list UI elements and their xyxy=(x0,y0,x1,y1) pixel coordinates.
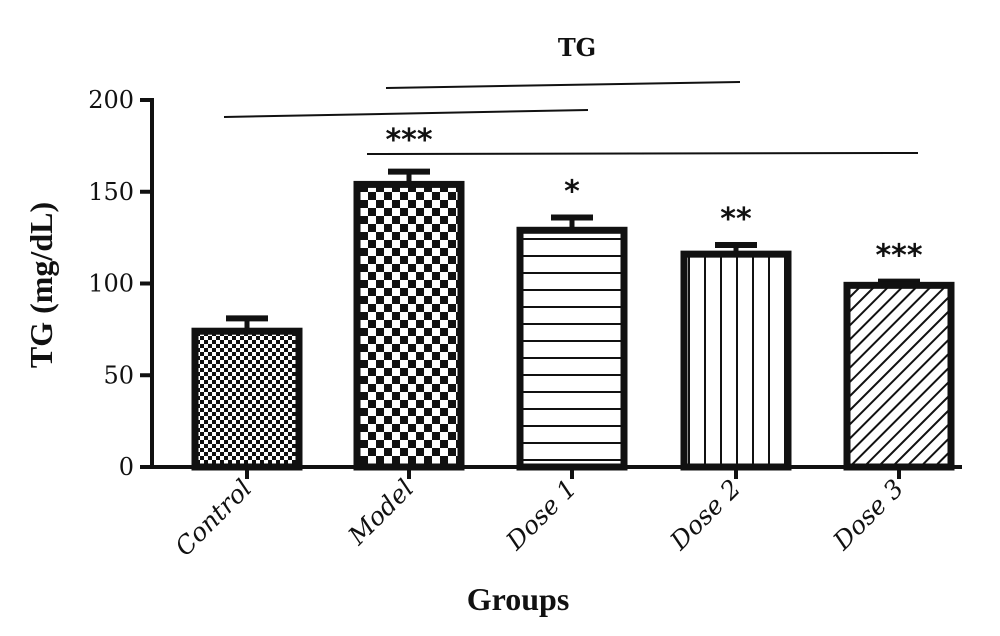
bar-control xyxy=(191,327,303,471)
y-tick-label: 100 xyxy=(88,270,134,298)
y-tick-label: 150 xyxy=(88,178,134,206)
y-tick-label: 0 xyxy=(119,453,134,481)
y-tick-label: 50 xyxy=(103,361,134,389)
x-tick-label: Dose 2 xyxy=(664,474,746,556)
comparison-line-model-dose3 xyxy=(366,152,919,155)
y-axis-label: TG (mg/dL) xyxy=(23,202,59,368)
comparison-line-model-dose2 xyxy=(385,81,741,89)
significance-label: * xyxy=(564,174,580,209)
comparison-line-control-dose1 xyxy=(223,109,589,118)
bar-model xyxy=(353,180,465,471)
significance-label: ** xyxy=(720,202,752,237)
x-tick-label: Dose 3 xyxy=(827,474,909,556)
bar-dose-1 xyxy=(516,226,628,471)
significance-label: *** xyxy=(385,123,432,158)
x-tick-label: Model xyxy=(342,474,419,551)
bar-dose-2 xyxy=(680,250,792,471)
x-tick-label: Control xyxy=(169,474,257,562)
bar-dose-3 xyxy=(843,281,955,471)
significance-label: *** xyxy=(875,239,922,274)
chart-title: TG xyxy=(558,33,596,62)
x-tick-label: Dose 1 xyxy=(500,474,582,556)
x-axis-label: Groups xyxy=(467,581,570,617)
y-tick-label: 200 xyxy=(88,86,134,114)
